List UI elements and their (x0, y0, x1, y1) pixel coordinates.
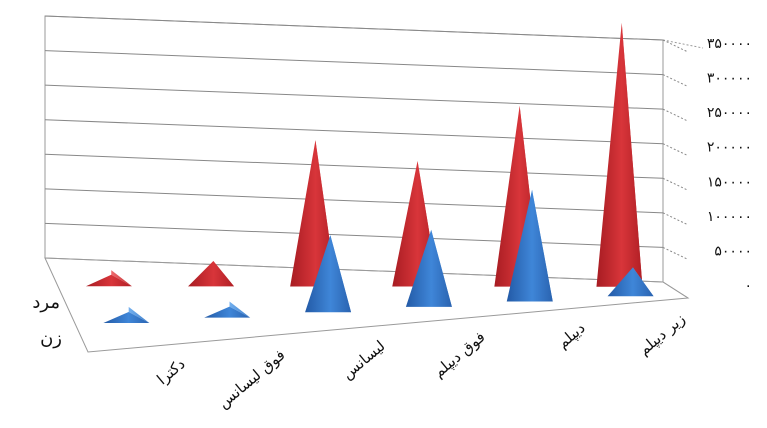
series-label: زن (40, 328, 62, 349)
y-tick-label: ۰ (744, 278, 752, 294)
pyramid-men-0 (85, 270, 132, 287)
y-tick-label: ۱۰۰۰۰۰ (707, 209, 752, 225)
pyramid-men-2 (290, 140, 337, 287)
gridline (44, 222, 664, 248)
gridline-side (662, 74, 689, 88)
y-tick-label: ۳۵۰۰۰۰ (707, 36, 752, 52)
category-label: دکترا (153, 355, 188, 389)
y-axis-ticks: ۳۵۰۰۰۰ ۳۰۰۰۰۰ ۲۵۰۰۰۰ ۲۰۰۰۰۰ ۱۵۰۰۰۰ ۱۰۰۰۰۰ ۵۰۰۰… (707, 36, 752, 294)
y-tick-label: ۲۰۰۰۰۰ (707, 140, 752, 156)
gridline-side (662, 143, 689, 157)
gridline (44, 153, 664, 179)
category-label: فوق لیسانس (214, 346, 288, 412)
gridlines (44, 15, 689, 260)
gridline (44, 50, 664, 76)
back-wall (44, 15, 664, 283)
category-label: زیر دیپلم (635, 310, 689, 360)
pyramid-women-0 (103, 306, 150, 323)
gridline-side (662, 108, 689, 122)
pyramid-women-3 (405, 229, 452, 307)
gridline (44, 188, 664, 214)
y-tick-label: ۱۵۰۰۰۰ (707, 174, 752, 190)
pyramid-women-5 (607, 267, 654, 297)
series-label: مرد (32, 292, 60, 313)
floor (44, 257, 690, 353)
pyramid-men-1 (188, 261, 235, 287)
series-labels: مرد زن (32, 292, 62, 349)
y-tick-label: ۳۰۰۰۰۰ (707, 71, 752, 87)
gridline-side (662, 212, 689, 226)
gridline-side (662, 246, 689, 260)
gridline (44, 84, 664, 110)
gridline-side (662, 177, 689, 191)
category-label: لیسانس (338, 337, 388, 383)
pyramid-women-2 (305, 235, 352, 313)
side-edge-top (662, 39, 704, 49)
y-tick-label: ۵۰۰۰۰ (714, 243, 752, 259)
pyramid-women-4 (506, 189, 553, 302)
pyramid-women-1 (204, 301, 251, 318)
chart-frame (44, 15, 704, 353)
category-label: فوق دیپلم (430, 328, 489, 382)
y-tick-label: ۲۵۰۰۰۰ (707, 105, 752, 121)
category-label: دیپلم (554, 319, 589, 353)
gridline-side (662, 39, 689, 53)
side-edge (662, 281, 689, 299)
gridline (44, 15, 664, 41)
pyramid-marks (85, 22, 654, 323)
gridline (44, 119, 664, 145)
pyramid-men-5 (596, 22, 643, 287)
category-labels: دکترا فوق لیسانس لیسانس فوق دیپلم دیپلم زیر د… (153, 310, 689, 412)
